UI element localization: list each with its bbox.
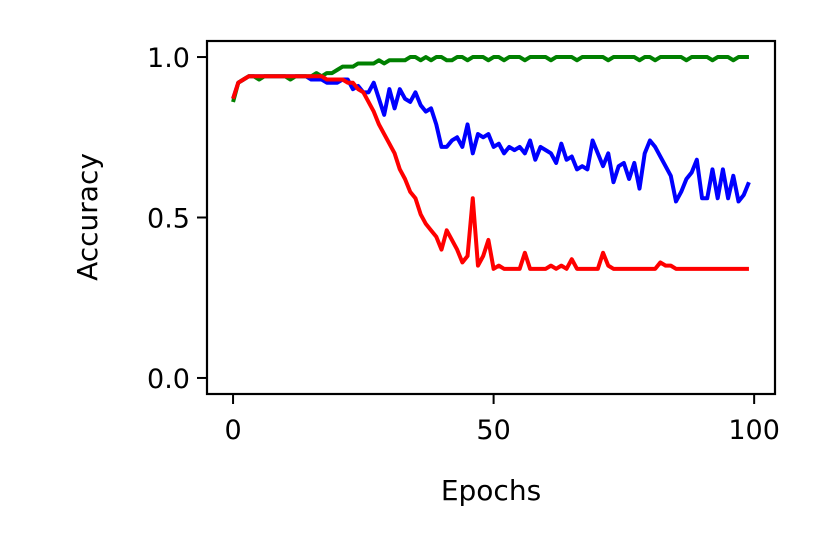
x-tick-label: 100 <box>728 415 780 446</box>
series-layer <box>231 55 751 271</box>
y-axis-ticks: 0.0 0.5 1.0 <box>147 43 207 395</box>
y-axis-title: Accuracy <box>71 153 104 281</box>
x-tick-label: 0 <box>224 415 241 446</box>
y-tick-label: 1.0 <box>147 43 190 74</box>
series-line-red <box>231 74 749 271</box>
x-axis-title: Epochs <box>441 474 541 507</box>
plot-area-frame <box>205 39 777 396</box>
y-tick-label: 0.5 <box>147 204 190 235</box>
x-axis-ticks: 0 50 100 <box>224 394 780 446</box>
series-line-blue <box>231 74 751 204</box>
y-tick-label: 0.0 <box>147 364 190 395</box>
x-tick-label: 50 <box>476 415 510 446</box>
